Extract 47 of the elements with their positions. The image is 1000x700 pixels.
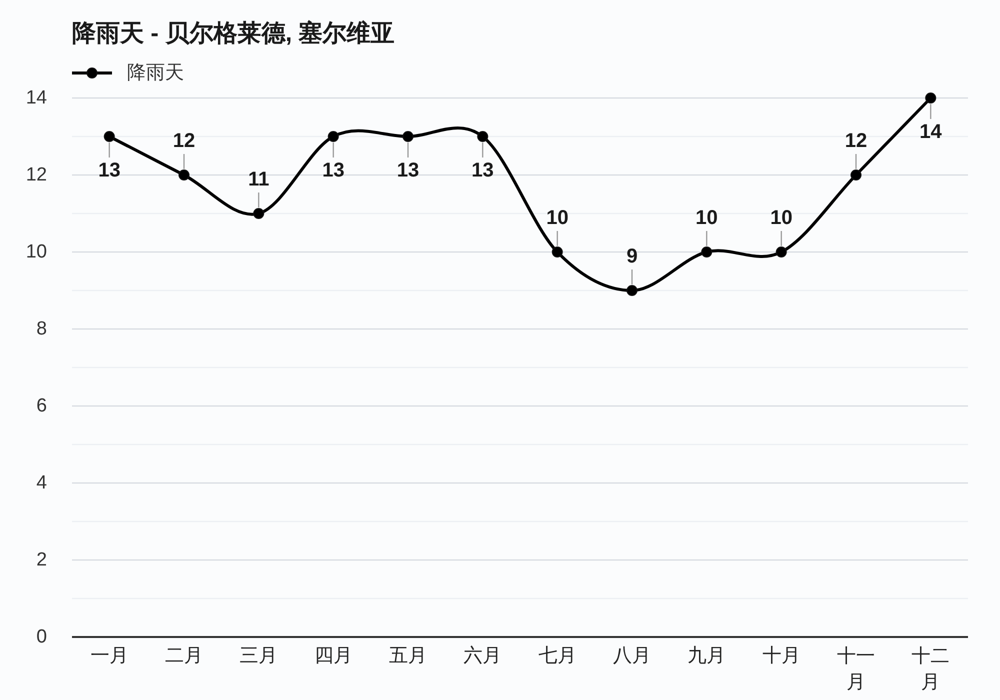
y-tick-label: 4 (36, 472, 48, 494)
data-label: 10 (770, 207, 792, 229)
data-label: 9 (626, 246, 638, 268)
data-label: 11 (248, 168, 270, 190)
data-label: 12 (844, 130, 868, 152)
x-tick-label: 十月 (762, 646, 800, 666)
x-tick-label: 十二月 (912, 646, 950, 692)
point (925, 92, 936, 104)
x-tick-label: 一月 (90, 646, 128, 666)
point (701, 246, 712, 258)
point (776, 246, 787, 258)
data-label: 12 (172, 130, 196, 152)
data-label: 13 (472, 160, 494, 182)
data-label: 10 (546, 207, 568, 229)
point (850, 170, 862, 180)
point (253, 208, 264, 219)
y-tick-label: 6 (36, 396, 47, 416)
x-tick-label: 十一月 (837, 646, 875, 692)
point (626, 285, 638, 296)
x-tick-label: 八月 (613, 646, 651, 666)
data-label: 14 (920, 121, 943, 143)
x-tick-label: 五月 (389, 646, 427, 666)
x-tick-label: 六月 (464, 644, 502, 666)
point (104, 131, 115, 142)
y-tick-label: 2 (36, 550, 47, 570)
y-tick-label: 8 (36, 318, 47, 340)
data-label: 13 (396, 160, 420, 182)
legend: 降雨天 (72, 62, 184, 84)
point (402, 131, 414, 142)
data-label: 13 (98, 160, 120, 182)
y-tick-label: 12 (26, 164, 47, 186)
data-label: 10 (696, 207, 718, 229)
x-tick-label: 二月 (165, 646, 203, 666)
y-tick-label: 14 (26, 88, 48, 108)
x-tick-label: 三月 (240, 646, 278, 666)
point (178, 170, 190, 180)
x-tick-label: 九月 (688, 646, 726, 666)
x-tick-label: 四月 (314, 646, 352, 666)
x-tick-label: 七月 (538, 646, 576, 666)
point (552, 246, 563, 258)
legend-label: 降雨天 (127, 62, 184, 84)
title: 降雨天 - 贝尔格莱德, 塞尔维亚 (72, 20, 395, 47)
y-tick-label: 0 (36, 626, 47, 648)
y-tick-label: 10 (26, 242, 47, 262)
point (477, 131, 488, 142)
data-label: 13 (322, 160, 344, 182)
point (328, 131, 339, 142)
